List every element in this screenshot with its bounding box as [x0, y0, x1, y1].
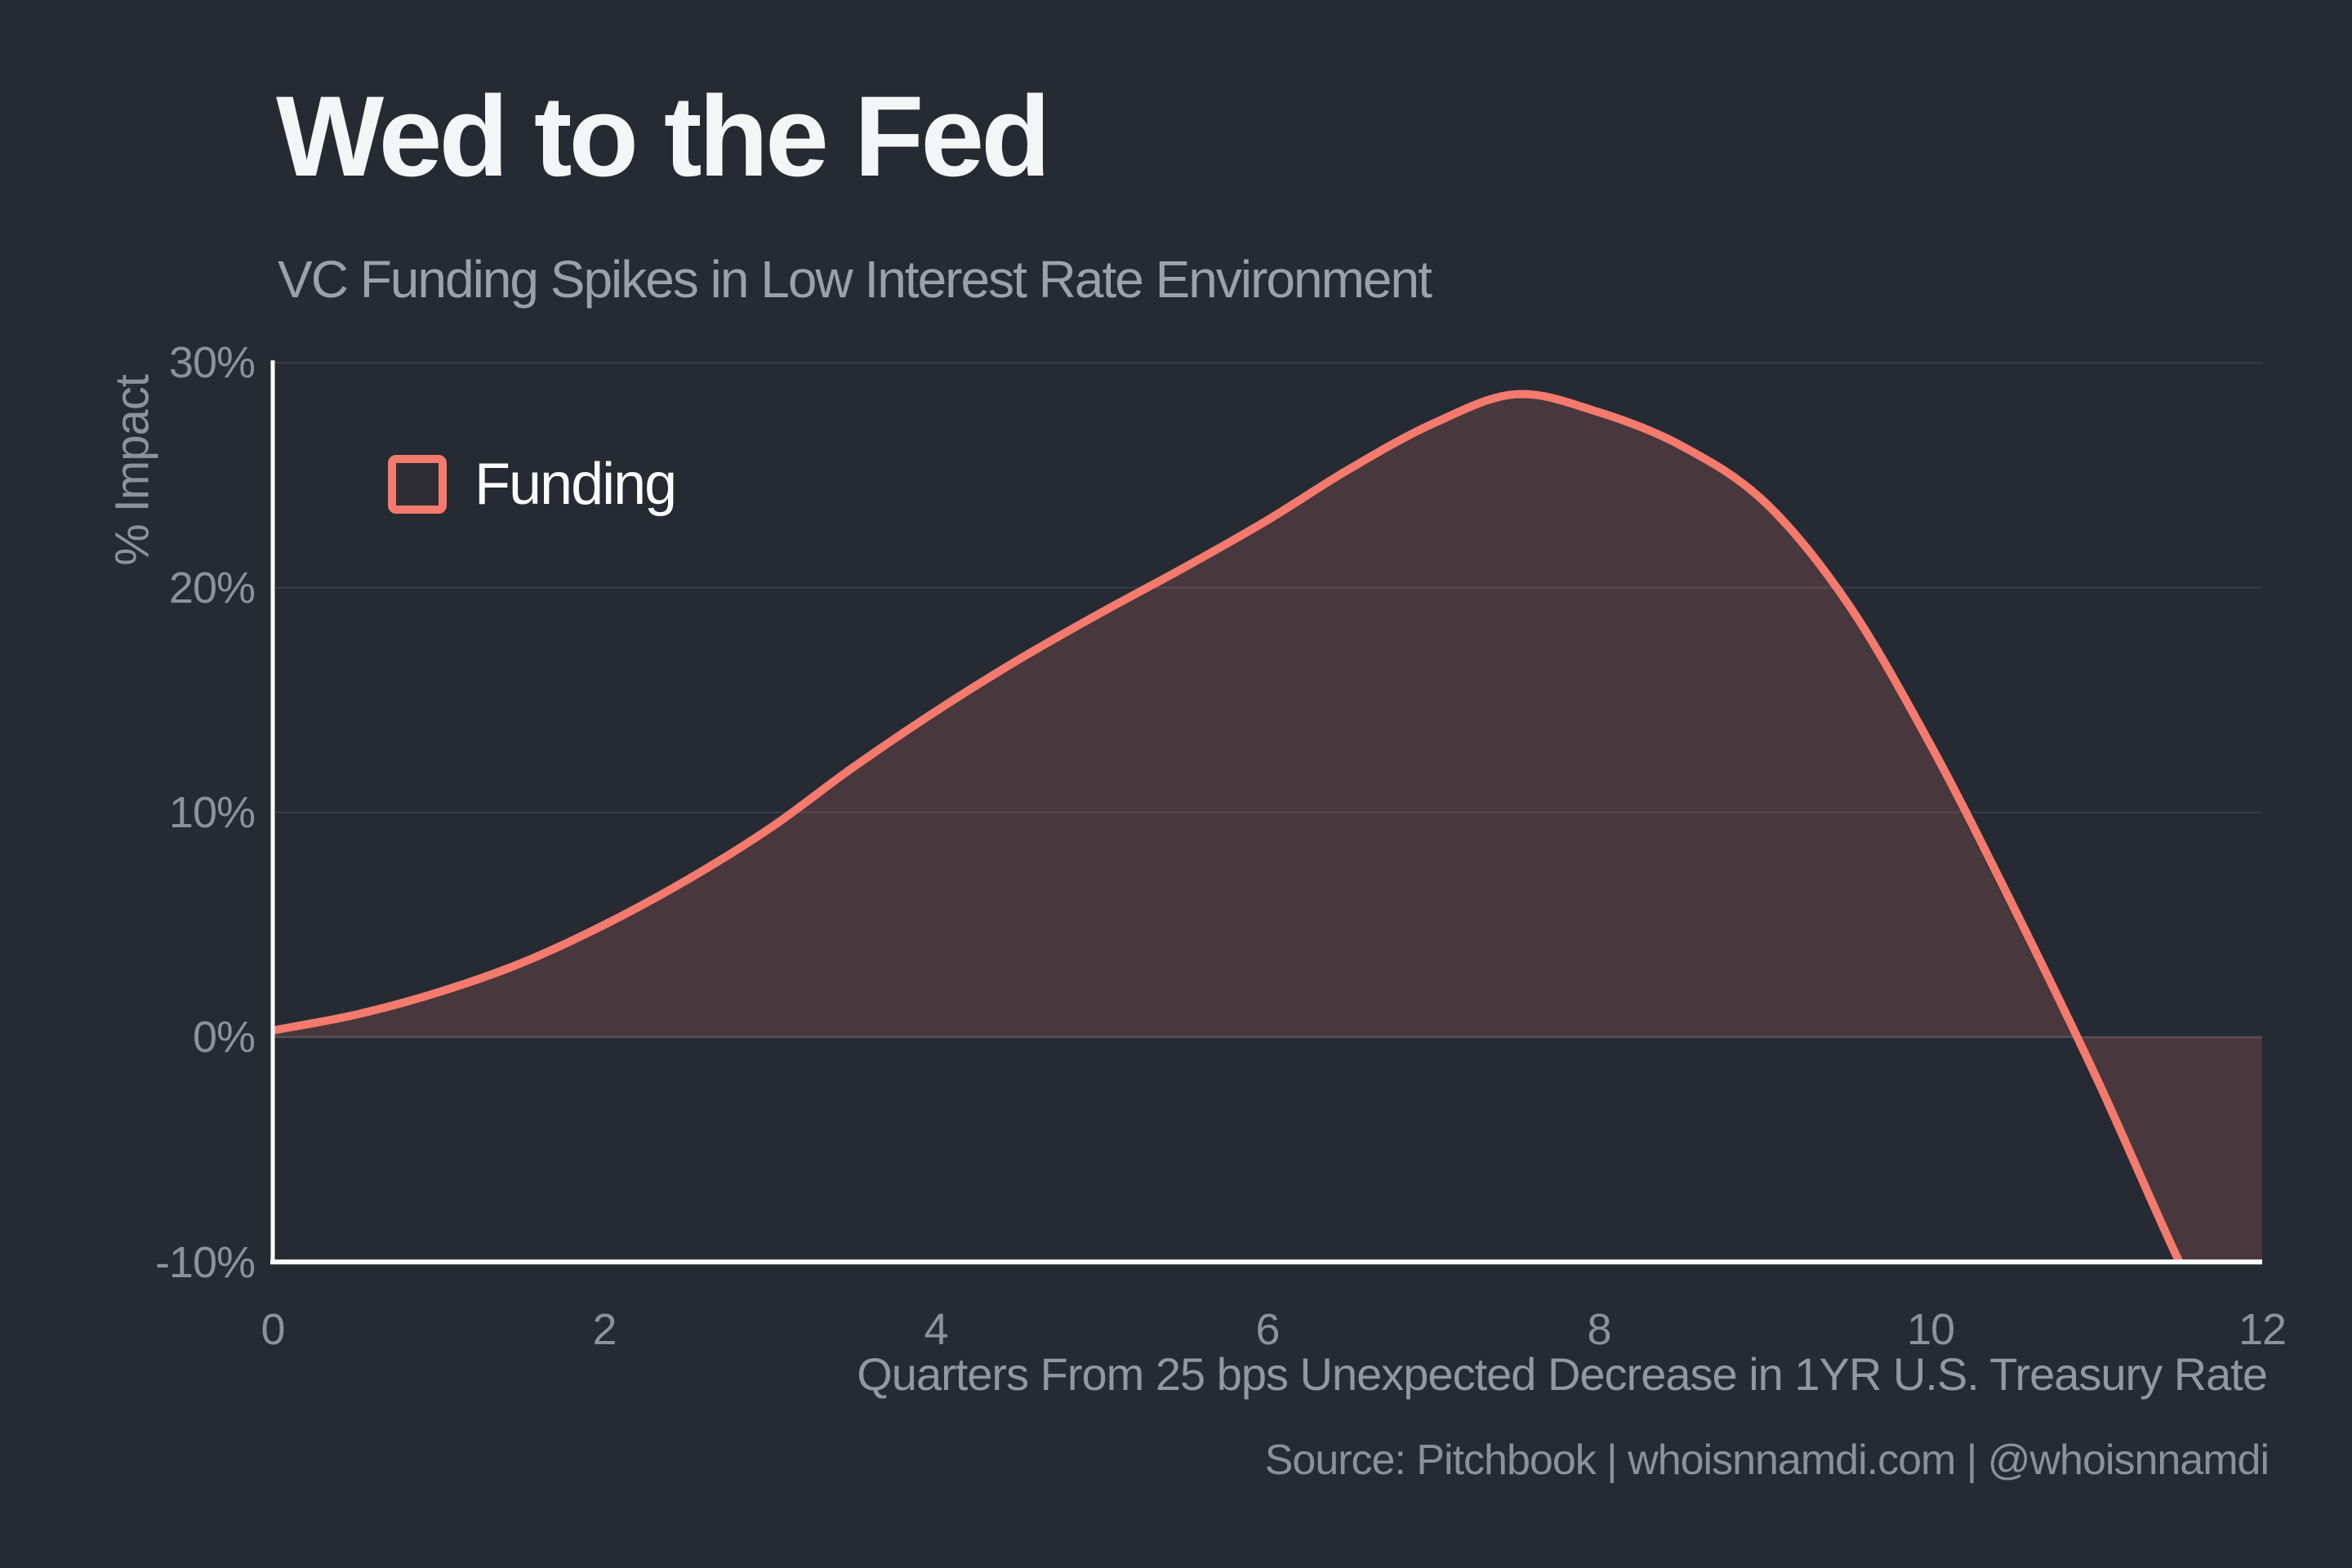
- y-tick-n10: -10%: [154, 1238, 256, 1287]
- x-tick-6: 6: [1255, 1305, 1280, 1354]
- x-tick-2: 2: [592, 1305, 617, 1354]
- x-tick-4: 4: [924, 1305, 948, 1354]
- source-attribution: Source: Pitchbook | whoisnnamdi.com | @w…: [1264, 1437, 2270, 1484]
- funding-area-fill: [273, 394, 2262, 1263]
- page-subtitle: VC Funding Spikes in Low Interest Rate E…: [278, 250, 1432, 309]
- funding-line: [273, 390, 2185, 1263]
- x-tick-8: 8: [1587, 1305, 1611, 1354]
- y-tick-30: 30%: [168, 338, 256, 387]
- y-axis-title: % Impact: [105, 375, 159, 566]
- legend-swatch-icon: [388, 455, 447, 514]
- x-tick-12: 12: [2238, 1305, 2287, 1354]
- page-title: Wed to the Fed: [276, 72, 1051, 200]
- legend-item-funding[interactable]: Funding: [388, 449, 677, 519]
- x-axis-title: Quarters From 25 bps Unexpected Decrease…: [857, 1348, 2268, 1400]
- y-tick-0: 0%: [192, 1013, 256, 1062]
- x-tick-0: 0: [261, 1305, 285, 1354]
- y-tick-20: 20%: [168, 564, 256, 612]
- legend-label: Funding: [474, 452, 677, 517]
- x-tick-10: 10: [1906, 1305, 1955, 1354]
- y-tick-10: 10%: [168, 788, 256, 837]
